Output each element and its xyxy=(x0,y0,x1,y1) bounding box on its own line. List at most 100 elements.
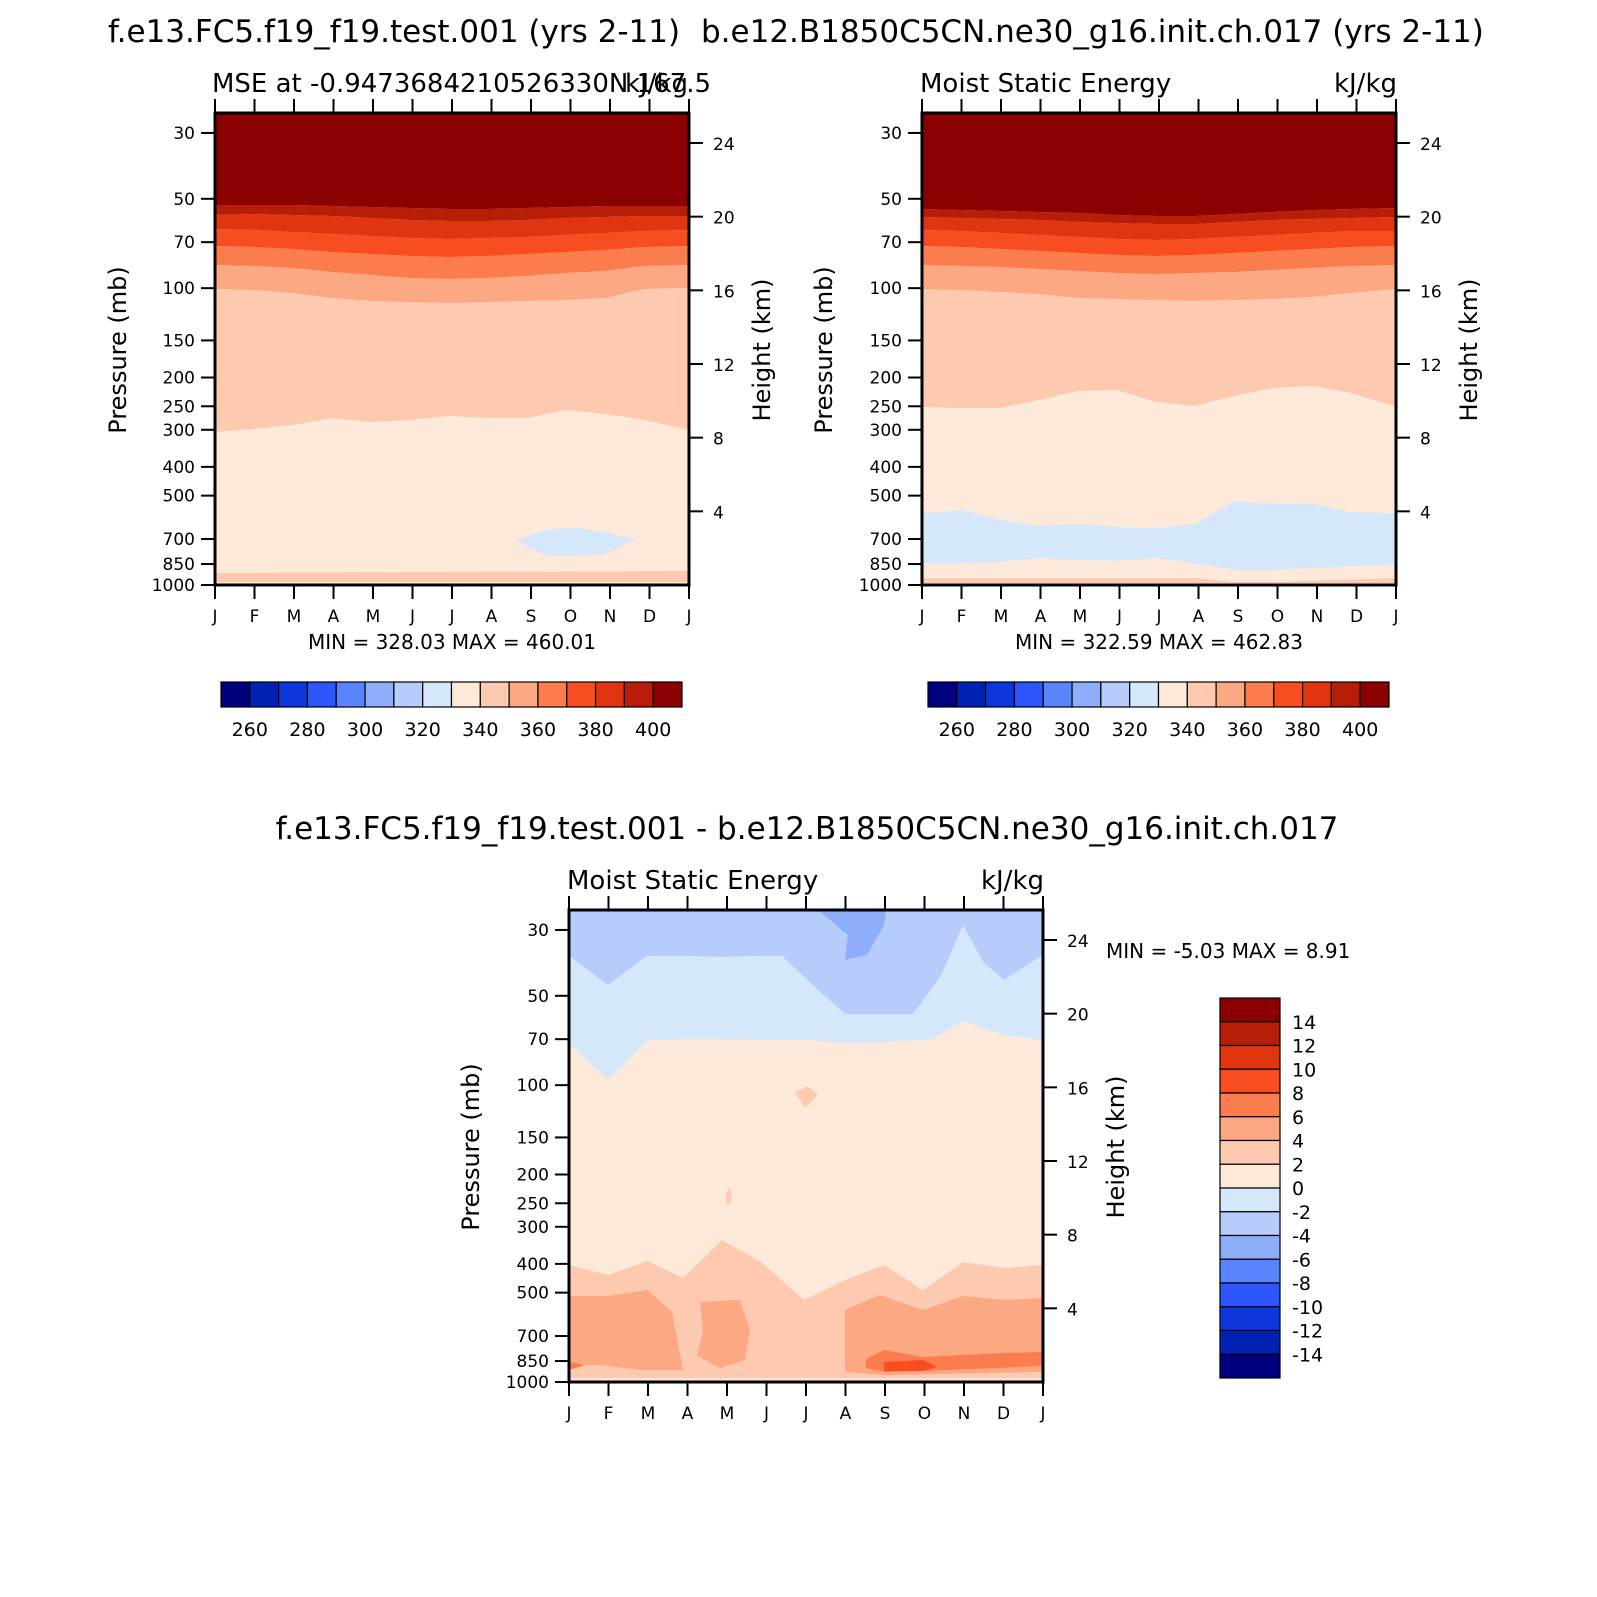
panel-2-band-330-340-lowest xyxy=(922,578,1396,583)
panel-1-colorbar: 260 280 300 320 340 360 380 400 xyxy=(220,681,683,741)
x-tick-label: A xyxy=(840,1404,852,1424)
x-tick-label: J xyxy=(1392,607,1398,627)
panel-2-plot-area xyxy=(920,111,1398,587)
colorbar-box xyxy=(1129,681,1160,708)
panel-3-band-neg2-0 xyxy=(569,925,1043,1080)
colorbar-label: 280 xyxy=(996,719,1032,741)
height-tick-label: 24 xyxy=(713,135,735,155)
x-tick-label: J xyxy=(1155,607,1161,627)
colorbar-box xyxy=(450,681,481,708)
x-tick-label: M xyxy=(720,1404,735,1424)
y-tick-label: 150 xyxy=(517,1128,549,1148)
panel-3-left-string: Moist Static Energy xyxy=(567,866,818,896)
x-tick-label: F xyxy=(957,607,967,627)
y-tick-label: 50 xyxy=(880,190,902,210)
y-tick-label: 300 xyxy=(870,421,902,441)
colorbar-box xyxy=(1219,1258,1281,1284)
colorbar-box xyxy=(1157,681,1188,708)
colorbar-box xyxy=(1219,1187,1281,1213)
colorbar-box xyxy=(1219,1211,1281,1237)
x-tick-label: O xyxy=(918,1404,931,1424)
y-tick-label: 70 xyxy=(880,233,902,253)
height-tick-label: 24 xyxy=(1420,135,1442,155)
y-tick-label: 500 xyxy=(517,1284,549,1304)
y-tick-label: 1000 xyxy=(506,1373,549,1393)
colorbar-label: 260 xyxy=(232,719,268,741)
panel-2-left-string: Moist Static Energy xyxy=(920,69,1171,99)
panel-3-band-2-4-upper xyxy=(726,1086,818,1205)
colorbar-label: 320 xyxy=(405,719,441,741)
panel-1-band-340-350 xyxy=(215,288,689,432)
y-tick-label: 70 xyxy=(173,233,195,253)
x-tick-label: N xyxy=(1311,607,1324,627)
colorbar-label: 0 xyxy=(1292,1178,1304,1200)
y-tick-label: 400 xyxy=(517,1255,549,1275)
panel-2-y-label-right: Height (km) xyxy=(1455,279,1483,422)
panel-1-band-370-380 xyxy=(215,229,689,257)
colorbar-box xyxy=(1330,681,1361,708)
panel-3-band-neg6-neg4 xyxy=(818,910,886,960)
height-tick-label: 4 xyxy=(713,503,724,523)
y-tick-label: 250 xyxy=(870,397,902,417)
x-tick-label: J xyxy=(409,607,415,627)
x-tick-label: D xyxy=(643,607,656,627)
colorbar-label: 10 xyxy=(1292,1059,1316,1081)
x-tick-label: J xyxy=(685,607,691,627)
colorbar-box xyxy=(652,681,683,708)
y-tick-label: 700 xyxy=(870,530,902,550)
colorbar-label: -10 xyxy=(1292,1297,1323,1319)
panel-1-band-320-330-patch xyxy=(516,528,635,556)
colorbar-box xyxy=(1219,1116,1281,1142)
y-tick-label: 500 xyxy=(163,487,195,507)
y-tick-label: 100 xyxy=(870,279,902,299)
colorbar-box xyxy=(278,681,309,708)
panel-3-difference: f.e13.FC5.f19_f19.test.001 - b.e12.B1850… xyxy=(276,811,1351,1424)
y-tick-label: 700 xyxy=(517,1327,549,1347)
colorbar-label: 300 xyxy=(347,719,383,741)
colorbar-box xyxy=(1219,997,1281,1023)
panel-2-band-400-plus xyxy=(922,113,1396,216)
panel-1-band-360-370 xyxy=(215,246,689,279)
y-tick-label: 500 xyxy=(870,487,902,507)
colorbar-box xyxy=(956,681,987,708)
y-tick-label: 30 xyxy=(880,124,902,144)
y-tick-label: 850 xyxy=(870,555,902,575)
x-tick-label: O xyxy=(1271,607,1284,627)
x-tick-label: F xyxy=(604,1404,614,1424)
panel-2-band-370-380 xyxy=(922,230,1396,256)
colorbar-box xyxy=(1219,1139,1281,1165)
y-tick-label: 50 xyxy=(173,190,195,210)
colorbar-box xyxy=(249,681,280,708)
panel-1-y-label-right: Height (km) xyxy=(748,279,776,422)
y-tick-label: 30 xyxy=(173,124,195,144)
colorbar-label: 280 xyxy=(289,719,325,741)
colorbar-label: 400 xyxy=(635,719,671,741)
x-tick-label: J xyxy=(763,1404,769,1424)
x-tick-label: J xyxy=(448,607,454,627)
colorbar-box xyxy=(364,681,395,708)
colorbar-box xyxy=(1215,681,1246,708)
x-tick-label: M xyxy=(1073,607,1088,627)
x-tick-label: A xyxy=(328,607,340,627)
panel-1-right-string: kJ/kg xyxy=(625,69,688,99)
colorbar-label: 320 xyxy=(1112,719,1148,741)
panel-1-test-case: f.e13.FC5.f19_f19.test.001 (yrs 2-11) MS… xyxy=(104,14,776,741)
x-tick-label: J xyxy=(211,607,217,627)
y-tick-label: 300 xyxy=(517,1218,549,1238)
colorbar-box xyxy=(1219,1353,1281,1379)
colorbar-box xyxy=(1219,1163,1281,1189)
height-tick-label: 8 xyxy=(713,430,724,450)
colorbar-label: 6 xyxy=(1292,1107,1304,1129)
panel-1-band-390-400-dark xyxy=(215,205,689,221)
colorbar-box xyxy=(1219,1306,1281,1332)
y-tick-label: 100 xyxy=(517,1076,549,1096)
colorbar-box xyxy=(1359,681,1390,708)
colorbar-box xyxy=(1219,1234,1281,1260)
colorbar-box xyxy=(623,681,654,708)
x-tick-label: S xyxy=(526,607,537,627)
colorbar-box xyxy=(1301,681,1332,708)
